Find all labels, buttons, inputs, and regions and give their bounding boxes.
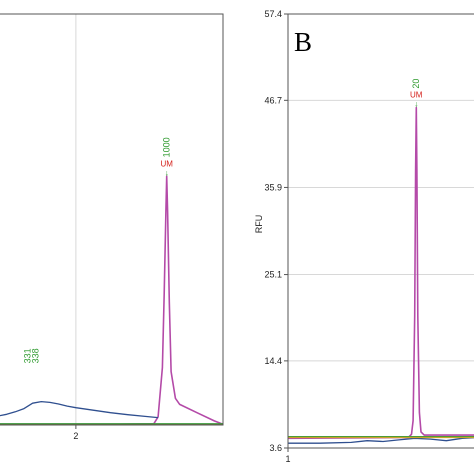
plot-frame	[0, 13, 224, 426]
peak-unit-label: UM	[161, 159, 174, 168]
plot-frame	[287, 13, 474, 449]
series-group	[0, 175, 223, 425]
series-group	[288, 106, 474, 444]
series-line-blue	[288, 437, 474, 444]
y-tick-label: 46.7	[264, 95, 282, 105]
y-tick-label: 35.9	[264, 182, 282, 192]
x-tick-label: 1	[285, 454, 290, 464]
y-tick-label: 25.1	[264, 270, 282, 280]
series-line-blue	[0, 400, 159, 419]
panel-b-chart: 13.6 14.4 25.1 35.9 46.7 57.4 ↓UM 20 B RFU	[254, 9, 474, 464]
peak-arrow-icon: ↓	[414, 100, 418, 109]
y-tick-label: 14.4	[264, 356, 282, 366]
y-tick-label: 57.4	[264, 9, 282, 19]
series-line-pink	[288, 106, 474, 440]
peak-size-label: 338	[31, 348, 41, 363]
peak-arrow-icon: ↓	[165, 168, 169, 177]
peak-size-label: 1000	[162, 137, 172, 157]
peak-size-label: 20	[411, 79, 421, 89]
y-axis-label: RFU	[254, 215, 264, 234]
x-tick-label: 2	[73, 431, 78, 441]
series-line-pink	[0, 175, 223, 425]
peak-size-label: 331	[23, 348, 33, 363]
y-tick-label: 3.6	[269, 443, 282, 453]
peak-unit-label: UM	[410, 91, 423, 100]
panel-b-label: B	[294, 27, 312, 57]
